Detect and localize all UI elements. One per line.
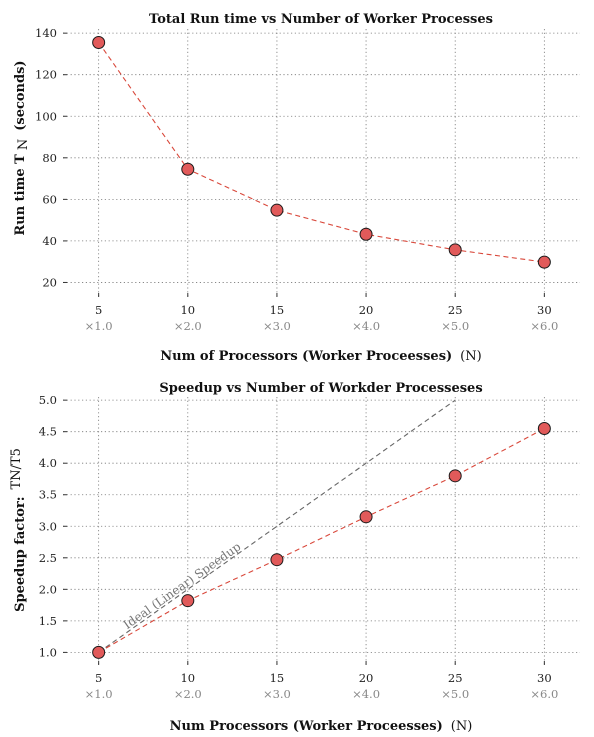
chart2-xtick-secondary-label: ×2.0: [174, 687, 202, 701]
chart2-xtick-label: 25: [448, 671, 463, 685]
chart2-xlabel-unit: (N): [451, 719, 473, 734]
chart2-xlabel: Num Processors (Worker Proceesses) (N): [170, 717, 473, 734]
chart1-ylabel-sub: N: [16, 139, 31, 150]
chart1-ylabel: Run time T N (seconds): [11, 60, 31, 235]
chart2-xtick-label: 10: [180, 671, 195, 685]
chart2-ytick-label: 4.0: [39, 456, 57, 470]
chart1-ylabel-unit: (seconds): [13, 60, 28, 130]
chart2-ylabel: Speedup factor: TN/T5: [9, 448, 28, 612]
chart2-xtick-label: 15: [270, 671, 285, 685]
chart2-ytick-label: 4.5: [39, 425, 57, 439]
chart1-data-point: [181, 162, 195, 176]
chart2-ytick-label: 1.5: [39, 614, 57, 628]
chart1-data-point: [270, 203, 284, 217]
chart2-xtick-secondary-label: ×5.0: [441, 687, 469, 701]
chart2-ytick-label: 2.5: [39, 551, 57, 565]
chart2-xtick-secondary-label: ×6.0: [530, 687, 558, 701]
chart1-xtick-secondary-label: ×1.0: [85, 319, 113, 333]
chart2-title: Speedup vs Number of Workder Processeses: [159, 381, 482, 396]
chart1-data-point: [537, 255, 551, 269]
chart2-data-point: [448, 469, 462, 483]
chart1-ytick-label: 40: [42, 234, 57, 248]
chart1-xtick-secondary-label: ×4.0: [352, 319, 380, 333]
chart1-ytick-label: 100: [35, 109, 57, 123]
chart1-xtick-label: 30: [537, 303, 552, 317]
chart1-xtick-secondary-label: ×5.0: [441, 319, 469, 333]
chart2-data-point: [359, 510, 373, 524]
chart2-xtick-secondary-label: ×1.0: [85, 687, 113, 701]
chart1-ytick-label: 140: [35, 26, 57, 40]
chart2-xtick-secondary-label: ×4.0: [352, 687, 380, 701]
chart2-xtick-label: 30: [537, 671, 552, 685]
chart2-data-point: [181, 594, 195, 608]
chart1-xtick-label: 15: [270, 303, 285, 317]
chart2-ylabel-frac: TN/T5: [9, 448, 24, 489]
chart1-xlabel-unit: (N): [460, 349, 482, 364]
chart2-xlabel-text: Num Processors (Worker Proceesses): [170, 719, 443, 734]
chart2-data-point: [92, 645, 106, 659]
chart2-ytick-label: 5.0: [39, 393, 57, 407]
chart1-ytick-label: 60: [42, 192, 57, 206]
chart2-plot: 5 ×1.0 10 ×2.0 15 ×3.0 20 ×4.0 25 ×5.0 30 ×6.0 1.0 1.…: [39, 393, 580, 701]
chart2-ideal-line: [98, 399, 456, 653]
chart2-ylabel-text: Speedup factor:: [13, 496, 28, 611]
chart1-data-point: [359, 227, 373, 241]
chart1-xtick-label: 5: [95, 303, 102, 317]
chart2-ytick-label: 3.5: [39, 488, 57, 502]
chart1-ytick-label: 20: [42, 275, 57, 289]
chart1-ytick-label: 80: [42, 151, 57, 165]
chart1-xtick-label: 10: [180, 303, 195, 317]
chart2-data-point: [537, 422, 551, 436]
chart2-xtick-label: 20: [359, 671, 374, 685]
chart1-xtick-label: 20: [359, 303, 374, 317]
chart2-xtick-secondary-label: ×3.0: [263, 687, 291, 701]
chart1-series-line: [98, 42, 545, 263]
chart1-xtick-secondary-label: ×3.0: [263, 319, 291, 333]
chart1-ylabel-text: Run time T: [13, 154, 28, 236]
chart2-series-line: [98, 428, 545, 653]
chart1-xtick-secondary-label: ×2.0: [174, 319, 202, 333]
chart1-xtick-secondary-label: ×6.0: [530, 319, 558, 333]
chart2-data-point: [270, 553, 284, 567]
chart1-xlabel-text: Num of Processors (Worker Proceesses): [160, 349, 452, 364]
chart2-ytick-label: 1.0: [39, 645, 57, 659]
chart1-data-point: [92, 36, 106, 50]
chart1-xlabel: Num of Processors (Worker Proceesses) (N…: [160, 347, 481, 364]
chart1-title: Total Run time vs Number of Worker Proce…: [149, 12, 493, 27]
chart2-ytick-label: 3.0: [39, 519, 57, 533]
chart2-ideal-label: Ideal (Linear) Speedup: [121, 539, 244, 632]
chart2-ytick-label: 2.0: [39, 582, 57, 596]
chart2-xtick-label: 5: [95, 671, 102, 685]
chart1-ytick-label: 120: [35, 68, 57, 82]
chart1-data-point: [448, 243, 462, 257]
chart1-xtick-label: 25: [448, 303, 463, 317]
chart1-plot: 5 ×1.0 10 ×2.0 15 ×3.0 20 ×4.0 25 ×5.0 30 ×6.0 20 40 6…: [35, 26, 580, 333]
